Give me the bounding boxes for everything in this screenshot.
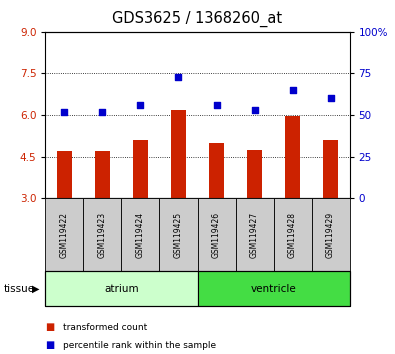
Point [137, 102, 144, 108]
Bar [209, 143, 224, 198]
Point [213, 102, 220, 108]
Text: atrium: atrium [104, 284, 139, 293]
Point [327, 96, 334, 101]
Text: GSM119427: GSM119427 [250, 211, 259, 258]
Bar [95, 151, 110, 198]
Point [175, 74, 182, 80]
Bar [133, 140, 148, 198]
Bar [285, 116, 300, 198]
Point [99, 109, 105, 115]
Text: GSM119422: GSM119422 [60, 212, 69, 257]
Bar [323, 140, 338, 198]
Bar [171, 109, 186, 198]
Text: GSM119428: GSM119428 [288, 212, 297, 257]
Text: GSM119425: GSM119425 [174, 211, 183, 258]
Point [61, 109, 68, 115]
Bar [247, 150, 262, 198]
Text: GSM119429: GSM119429 [326, 211, 335, 258]
Text: GDS3625 / 1368260_at: GDS3625 / 1368260_at [113, 11, 282, 27]
Text: GSM119423: GSM119423 [98, 211, 107, 258]
Text: percentile rank within the sample: percentile rank within the sample [63, 341, 216, 350]
Text: tissue: tissue [4, 284, 35, 293]
Text: ■: ■ [45, 340, 55, 350]
Text: transformed count: transformed count [63, 323, 147, 332]
Text: ■: ■ [45, 322, 55, 332]
Text: ventricle: ventricle [251, 284, 296, 293]
Text: GSM119424: GSM119424 [136, 211, 145, 258]
Point [290, 87, 296, 93]
Bar [57, 151, 72, 198]
Point [251, 107, 258, 113]
Text: GSM119426: GSM119426 [212, 211, 221, 258]
Text: ▶: ▶ [32, 284, 39, 293]
